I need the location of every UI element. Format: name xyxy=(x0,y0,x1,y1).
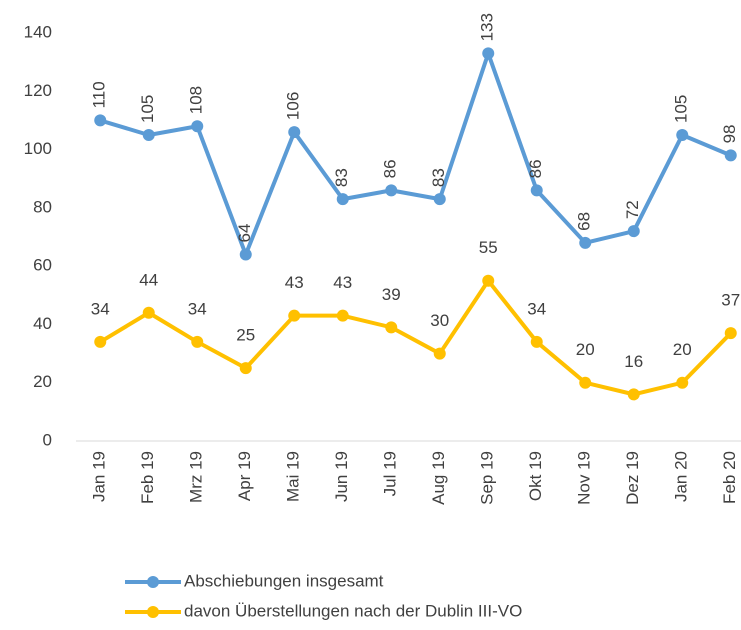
data-point xyxy=(336,309,349,322)
y-tick-label: 120 xyxy=(24,81,52,100)
data-point xyxy=(724,327,737,340)
data-point xyxy=(239,362,252,375)
data-point xyxy=(336,193,349,206)
series-line xyxy=(99,278,733,397)
data-label: 25 xyxy=(236,326,255,345)
data-label: 39 xyxy=(382,285,401,304)
data-point xyxy=(385,321,398,334)
data-point xyxy=(627,225,640,238)
data-point xyxy=(142,306,155,319)
x-tick-label: Jan 20 xyxy=(672,451,691,502)
y-tick-label: 20 xyxy=(33,372,52,391)
data-label: 110 xyxy=(90,81,109,108)
data-label: 30 xyxy=(430,311,449,330)
data-point xyxy=(191,120,204,133)
x-tick-label: Dez 19 xyxy=(623,451,642,505)
data-point xyxy=(94,114,107,127)
data-label: 34 xyxy=(188,299,207,318)
data-label: 108 xyxy=(187,86,206,114)
x-tick-label: Feb 20 xyxy=(720,451,739,504)
y-tick-label: 80 xyxy=(33,197,52,216)
legend-label: davon Überstellungen nach der Dublin III… xyxy=(184,601,522,620)
data-point xyxy=(142,129,155,141)
data-point xyxy=(579,376,592,389)
data-point xyxy=(676,376,689,389)
x-tick-label: Jul 19 xyxy=(381,451,400,496)
y-tick-label: 100 xyxy=(24,139,52,158)
data-label: 72 xyxy=(623,200,642,219)
data-label: 43 xyxy=(285,273,304,292)
data-point xyxy=(676,129,689,141)
data-label: 83 xyxy=(429,168,448,187)
x-tick-label: Sep 19 xyxy=(478,451,497,505)
data-point xyxy=(433,193,446,206)
y-tick-label: 60 xyxy=(33,256,52,275)
legend-marker xyxy=(147,576,159,588)
data-label: 86 xyxy=(381,159,400,178)
data-label: 44 xyxy=(139,270,158,289)
data-point xyxy=(530,184,543,197)
data-label: 83 xyxy=(332,168,351,187)
data-label: 37 xyxy=(721,291,740,310)
data-point xyxy=(482,47,495,60)
data-point xyxy=(288,309,301,322)
x-tick-label: Jun 19 xyxy=(332,451,351,502)
data-point xyxy=(191,335,204,348)
data-point xyxy=(482,274,495,287)
y-tick-label: 0 xyxy=(43,430,52,449)
data-point xyxy=(627,388,640,401)
data-label: 98 xyxy=(720,124,739,143)
x-tick-label: Mai 19 xyxy=(284,451,303,502)
data-label: 105 xyxy=(138,95,157,123)
data-label: 64 xyxy=(235,224,254,243)
x-tick-label: Apr 19 xyxy=(235,451,254,501)
data-label: 68 xyxy=(575,212,594,231)
legend-label: Abschiebungen insgesamt xyxy=(184,571,384,590)
data-label: 43 xyxy=(333,273,352,292)
data-label: 86 xyxy=(526,159,545,178)
x-tick-label: Jan 19 xyxy=(90,451,109,502)
data-point xyxy=(433,347,446,360)
data-label: 34 xyxy=(527,299,546,318)
data-label: 34 xyxy=(91,299,110,318)
y-tick-label: 140 xyxy=(24,22,52,41)
data-point xyxy=(94,335,107,348)
y-tick-label: 40 xyxy=(33,314,52,333)
x-tick-label: Nov 19 xyxy=(575,451,594,505)
data-point xyxy=(288,126,301,139)
data-point xyxy=(579,236,592,249)
data-label: 106 xyxy=(284,92,303,120)
data-label: 20 xyxy=(576,340,595,359)
data-label: 133 xyxy=(478,13,497,41)
legend-marker xyxy=(147,606,159,618)
data-label: 105 xyxy=(672,95,691,123)
data-point xyxy=(239,248,252,261)
x-tick-label: Mrz 19 xyxy=(187,451,206,503)
data-point xyxy=(385,184,398,197)
data-label: 20 xyxy=(673,340,692,359)
x-tick-label: Okt 19 xyxy=(526,451,545,501)
x-tick-label: Aug 19 xyxy=(429,451,448,505)
series-line xyxy=(99,51,732,257)
data-point xyxy=(530,335,543,348)
data-point xyxy=(724,149,737,162)
data-label: 16 xyxy=(624,352,643,371)
data-label: 55 xyxy=(479,238,498,257)
x-tick-label: Feb 19 xyxy=(138,451,157,504)
